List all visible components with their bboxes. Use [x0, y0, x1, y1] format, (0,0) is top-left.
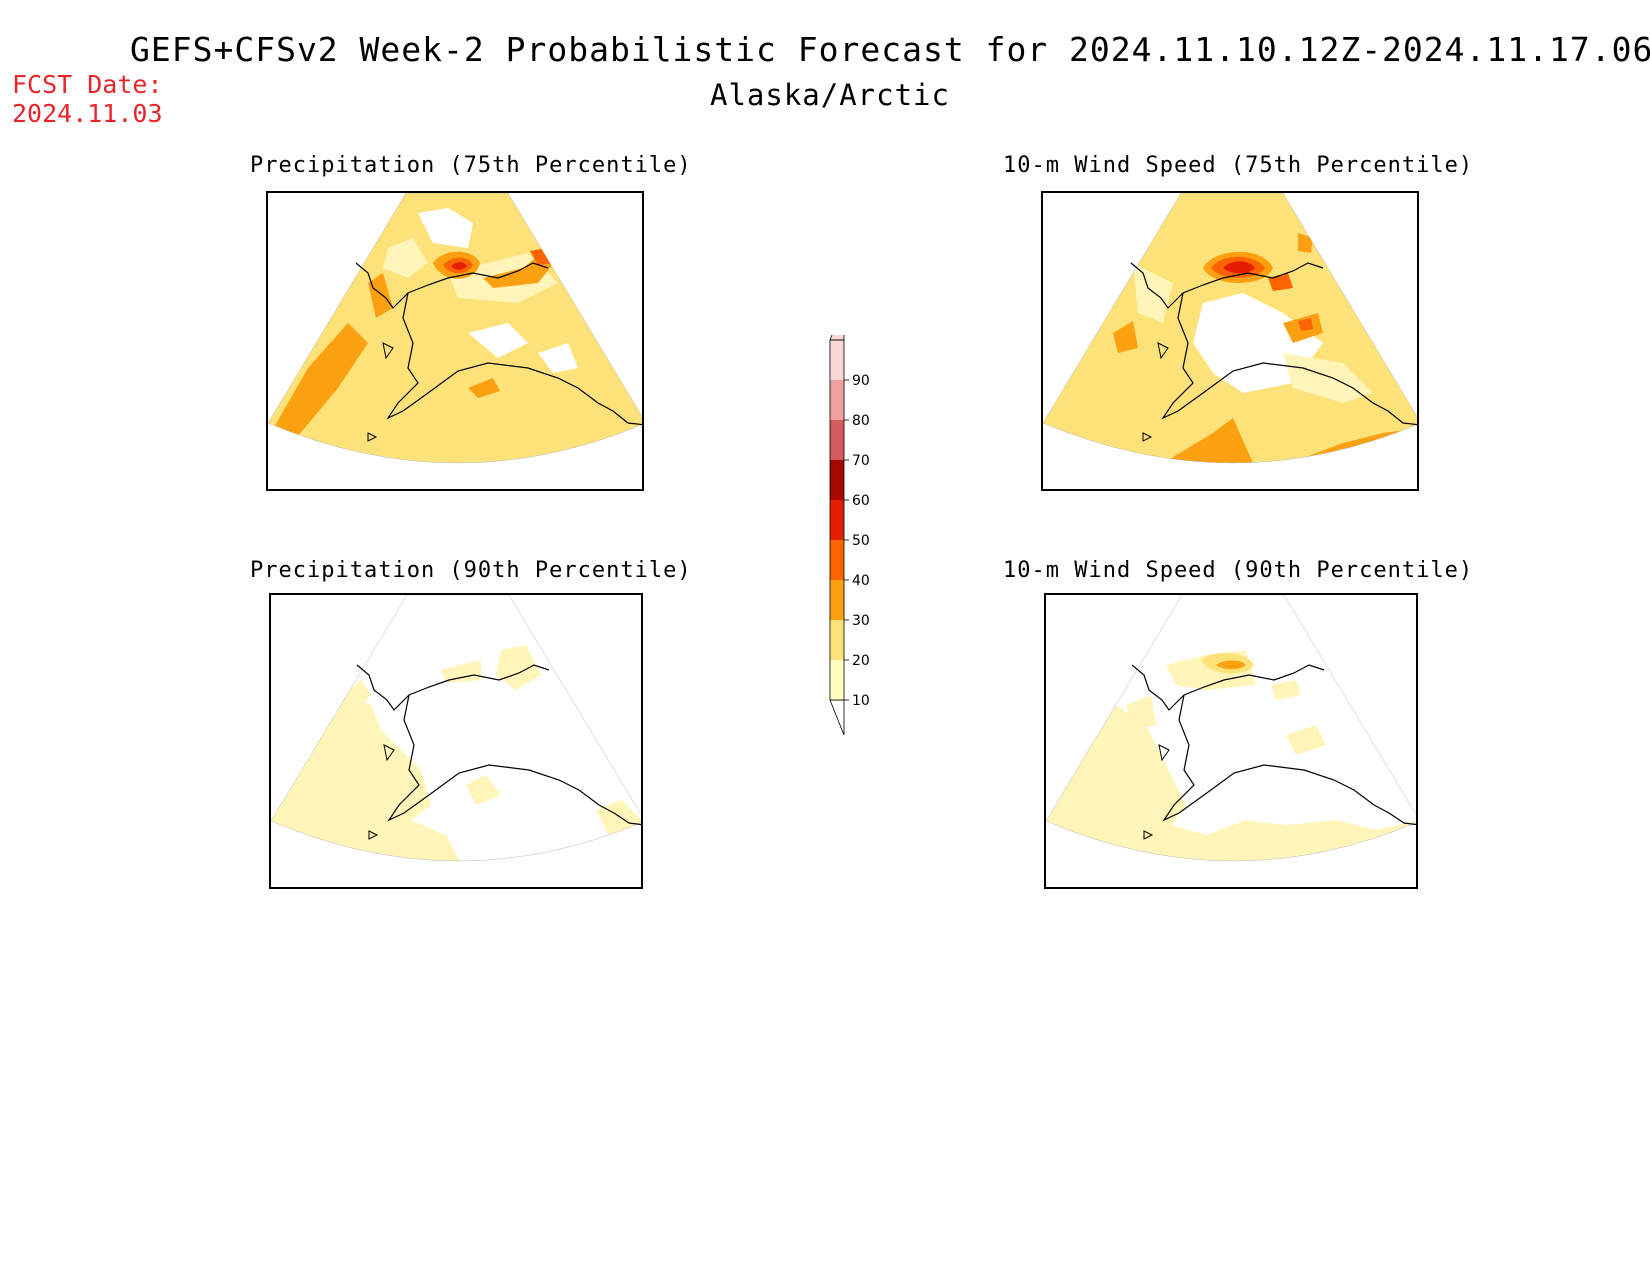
colorbar-swatch-10 [830, 660, 844, 700]
colorbar-swatch-30 [830, 580, 844, 620]
colorbar-label-50: 50 [852, 533, 870, 549]
main-title: GEFS+CFSv2 Week-2 Probabilistic Forecast… [130, 30, 1650, 69]
colorbar-legend: 10 20 30 40 50 60 70 80 90 [818, 304, 898, 736]
map-wind-90 [1044, 593, 1418, 889]
panel-title-wind-75: 10-m Wind Speed (75th Percentile) [1003, 153, 1474, 178]
panel-title-precip-90: Precipitation (90th Percentile) [250, 558, 692, 583]
colorbar-label-60: 60 [852, 493, 870, 509]
fcst-date: FCST Date: 2024.11.03 [12, 70, 163, 128]
colorbar-outline [829, 339, 845, 701]
panel-title-wind-90: 10-m Wind Speed (90th Percentile) [1003, 558, 1474, 583]
colorbar-label-80: 80 [852, 413, 870, 429]
fcst-date-label: FCST Date: [12, 70, 163, 99]
colorbar-bottom-arrow [829, 699, 845, 736]
colorbar-label-30: 30 [852, 613, 870, 629]
colorbar-swatch-40 [830, 540, 844, 580]
colorbar-label-90: 90 [852, 373, 870, 389]
colorbar-label-40: 40 [852, 573, 870, 589]
colorbar-swatch-80 [830, 380, 844, 420]
colorbar-label-20: 20 [852, 653, 870, 669]
colorbar-top-arrow [829, 304, 845, 341]
colorbar-swatches: 10 20 30 40 50 60 70 80 90 [829, 304, 870, 736]
colorbar-label-10: 10 [852, 693, 870, 709]
colorbar-swatch-60 [830, 460, 844, 500]
map-precip-90 [269, 593, 643, 889]
map-wind-75 [1041, 191, 1419, 491]
colorbar-swatch-50 [830, 500, 844, 540]
map-precip-75 [266, 191, 644, 491]
fcst-date-value: 2024.11.03 [12, 99, 163, 128]
colorbar-swatch-20 [830, 620, 844, 660]
region-subtitle: Alaska/Arctic [710, 78, 950, 112]
panel-title-precip-75: Precipitation (75th Percentile) [250, 153, 692, 178]
colorbar-swatch-70 [830, 420, 844, 460]
colorbar-label-70: 70 [852, 453, 870, 469]
colorbar-swatch-90 [830, 340, 844, 380]
